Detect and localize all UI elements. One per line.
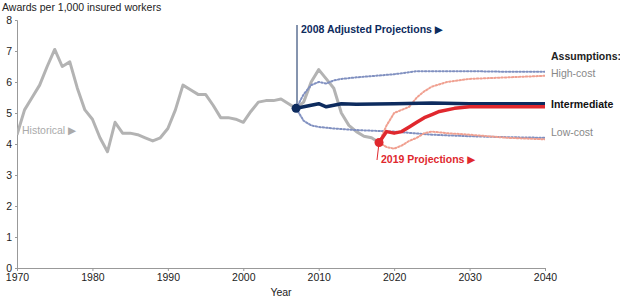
x-tick: 2030 (458, 268, 482, 283)
annotation: 2008 Adjusted Projections ▶ (301, 23, 444, 35)
x-tick: 1980 (81, 268, 105, 283)
x-tick-label: 2030 (458, 271, 482, 283)
x-tick: 2020 (383, 268, 407, 283)
x-tick-label: 1980 (81, 271, 105, 283)
y-tick-label: 7 (6, 45, 12, 57)
dotted-line (379, 132, 545, 149)
y-tick-label: 3 (6, 169, 12, 181)
y-axis: 0 1 2 3 4 5 6 7 8 (6, 14, 17, 274)
x-tick-label: 2010 (308, 271, 332, 283)
leader-line (297, 25, 298, 108)
x-tick-label: 1990 (157, 271, 181, 283)
annotation: Intermediate (551, 98, 614, 110)
line (17, 49, 379, 151)
dotted-line (379, 76, 545, 143)
y-tick: 4 (6, 138, 17, 150)
x-tick-label: 2020 (383, 271, 407, 283)
y-tick-mark (15, 51, 17, 52)
y-tick-mark (15, 237, 17, 238)
x-tick-label: 2000 (232, 271, 256, 283)
x-axis-line (18, 269, 546, 272)
dotted-line (296, 108, 545, 137)
y-tick: 8 (6, 14, 17, 26)
x-tick: 2000 (232, 268, 256, 283)
x-tick: 2010 (308, 268, 332, 283)
x-tick: 1990 (157, 268, 181, 283)
line (379, 107, 545, 143)
y-tick: 5 (6, 107, 17, 119)
annotation: Low-cost (551, 126, 593, 138)
x-axis-title: Year (270, 286, 292, 298)
y-tick-label: 2 (6, 200, 12, 212)
y-tick-label: 6 (6, 76, 12, 88)
y-tick-label: 1 (6, 231, 12, 243)
plot-area (17, 49, 545, 151)
chart: 1970198019902000201020202030204001234567… (0, 0, 620, 300)
y-tick-mark (15, 175, 17, 176)
annotation: High-cost (551, 67, 595, 79)
y-tick-label: 5 (6, 107, 12, 119)
y-tick: 2 (6, 200, 17, 212)
y-tick: 3 (6, 169, 17, 181)
y-axis-title: Awards per 1,000 insured workers (2, 1, 161, 13)
y-axis-line (15, 21, 18, 269)
y-tick-mark (15, 113, 17, 114)
y-tick: 6 (6, 76, 17, 88)
leaders (297, 25, 379, 160)
annotation: 2019 Projections ▶ (381, 153, 476, 165)
start-dot (292, 104, 301, 113)
annotation: Historical ▶ (22, 124, 77, 136)
y-tick-mark (15, 20, 17, 21)
y-tick: 1 (6, 231, 17, 243)
y-tick: 0 (6, 262, 17, 274)
y-tick-label: 8 (6, 14, 12, 26)
x-tick-label: 2040 (534, 271, 558, 283)
y-tick-label: 0 (6, 262, 12, 274)
y-tick-label: 4 (6, 138, 12, 150)
y-tick: 7 (6, 45, 17, 57)
x-axis: 19701980199020002010202020302040 (6, 268, 558, 283)
y-tick-mark (15, 268, 17, 269)
annotation: Assumptions: (551, 50, 620, 62)
y-tick-mark (15, 82, 17, 83)
start-dot (375, 138, 384, 147)
y-tick-mark (15, 206, 17, 207)
y-tick-mark (15, 144, 17, 145)
